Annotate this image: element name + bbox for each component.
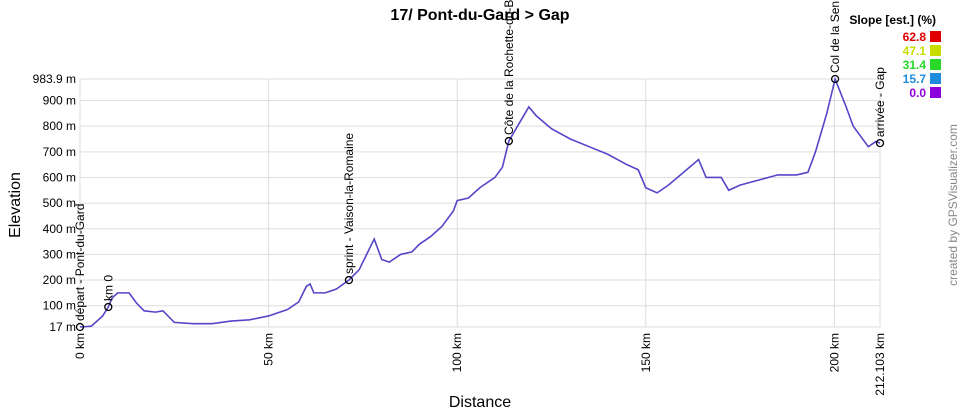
x-tick-label: 150 km: [639, 333, 653, 372]
legend-label: 31.4: [903, 58, 927, 72]
y-tick-label: 300 m: [43, 247, 76, 261]
x-tick-label: 50 km: [262, 333, 276, 366]
legend-swatch: [930, 87, 941, 98]
y-tick-label: 983.9 m: [33, 72, 76, 86]
waypoint-marker: [104, 302, 113, 312]
waypoint-label: Col de la Sen: [828, 1, 842, 73]
y-tick-label: 900 m: [43, 94, 76, 108]
legend-label: 0.0: [909, 86, 926, 100]
x-tick-label: 100 km: [450, 333, 464, 372]
credit: created by GPSVisualizer.com: [946, 124, 960, 286]
waypoint-marker: [830, 74, 840, 84]
legend-title: Slope [est.] (%): [849, 13, 936, 27]
y-axis-label: Elevation: [7, 172, 24, 238]
waypoint-label: km 0: [101, 275, 115, 301]
waypoint-marker: [875, 138, 885, 148]
waypoint-marker: [504, 136, 513, 146]
chart-title: 17/ Pont-du-Gard > Gap: [390, 7, 569, 24]
waypoint-marker: [344, 275, 354, 285]
legend-swatch: [930, 31, 941, 42]
legend-label: 62.8: [903, 30, 927, 44]
x-tick-label: 200 km: [827, 333, 841, 372]
waypoint-label: sprint - Vaison-la-Romaine: [342, 133, 356, 274]
legend-swatch: [930, 73, 941, 84]
x-tick-label: 212.103 km: [873, 333, 887, 396]
x-tick-label: 0 km: [73, 333, 87, 359]
waypoint-marker: [75, 322, 85, 332]
legend-label: 15.7: [903, 72, 927, 86]
y-tick-label: 800 m: [43, 119, 76, 133]
y-tick-label: 700 m: [43, 145, 76, 159]
legend-swatch: [930, 45, 941, 56]
waypoint-label: départ - Pont-du-Gard: [73, 204, 87, 321]
waypoint-label: Côte de la Rochette-du-B: [502, 0, 516, 135]
legend-label: 47.1: [903, 44, 927, 58]
elevation-line: [79, 76, 881, 328]
y-tick-label: 400 m: [43, 222, 76, 236]
x-axis-label: Distance: [449, 394, 511, 410]
y-tick-label: 200 m: [43, 273, 76, 287]
y-tick-label: 17 m: [49, 320, 76, 334]
y-tick-label: 500 m: [43, 196, 76, 210]
y-tick-label: 600 m: [43, 170, 76, 184]
legend-swatch: [930, 59, 941, 70]
y-tick-label: 100 m: [43, 299, 76, 313]
waypoint-label: arrivée - Gap: [873, 67, 887, 137]
